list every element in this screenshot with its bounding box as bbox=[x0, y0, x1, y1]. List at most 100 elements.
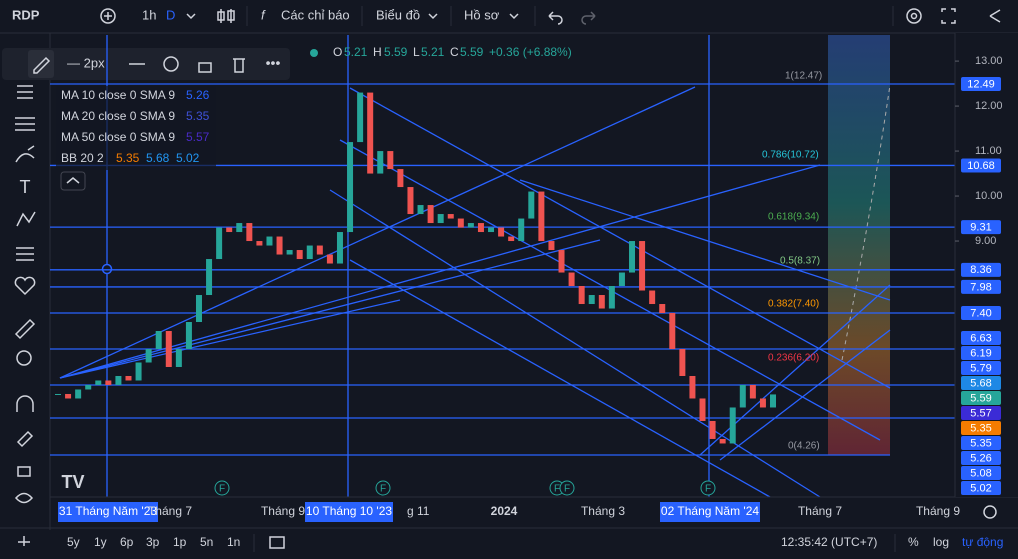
candle bbox=[618, 272, 625, 287]
ohlc-label: H bbox=[373, 45, 382, 59]
remove[interactable] bbox=[18, 536, 30, 546]
profile-button[interactable]: Hồ sơ bbox=[464, 7, 500, 22]
candle bbox=[498, 227, 505, 237]
candle bbox=[306, 245, 313, 260]
interval-type[interactable]: D bbox=[166, 7, 175, 22]
candle bbox=[467, 223, 474, 228]
event-icon[interactable] bbox=[559, 480, 575, 496]
range-button[interactable]: 1n bbox=[227, 535, 240, 549]
candle bbox=[125, 375, 132, 381]
ohlc-label: L bbox=[413, 45, 420, 59]
fib-label: 0.382(7.40) bbox=[768, 299, 819, 310]
ohlc-label: C bbox=[450, 45, 459, 59]
redo[interactable] bbox=[581, 11, 596, 25]
candle bbox=[175, 348, 182, 367]
auto-toggle[interactable]: tự động bbox=[962, 535, 1003, 549]
add-symbol[interactable] bbox=[100, 8, 116, 24]
candle bbox=[719, 438, 726, 444]
magnet[interactable] bbox=[16, 395, 34, 412]
range-button[interactable]: 3p bbox=[146, 535, 160, 549]
candle bbox=[447, 214, 454, 219]
ohlc-label: O bbox=[333, 45, 342, 59]
axis-settings[interactable] bbox=[983, 505, 997, 519]
favorites[interactable] bbox=[14, 276, 36, 296]
indicator-value: 5.35 bbox=[186, 109, 210, 123]
candle bbox=[336, 232, 343, 264]
candle bbox=[185, 322, 192, 349]
candle bbox=[427, 205, 434, 224]
risk-reward-zone bbox=[828, 35, 890, 455]
ruler[interactable] bbox=[14, 318, 36, 340]
fib-tool[interactable] bbox=[16, 247, 34, 261]
log-toggle[interactable]: log bbox=[933, 535, 949, 549]
candle bbox=[55, 393, 61, 395]
line-width[interactable]: — 2px bbox=[67, 55, 105, 70]
visibility[interactable] bbox=[14, 492, 34, 504]
candle bbox=[206, 259, 213, 296]
interval[interactable]: 1h bbox=[142, 7, 156, 22]
price-label: 5.35 bbox=[970, 422, 991, 434]
drawing-toolbar: — 2px ••• bbox=[2, 48, 290, 80]
indicator-name: MA 20 close 0 SMA 9 bbox=[61, 109, 175, 123]
events: F F F F F bbox=[214, 480, 716, 496]
fib-label: 0.5(8.37) bbox=[780, 256, 820, 267]
date-range[interactable] bbox=[269, 536, 285, 549]
trend-line bbox=[349, 259, 771, 498]
indicator-name: BB 20 2 bbox=[61, 151, 104, 165]
trend-line bbox=[349, 87, 891, 389]
indicators-button[interactable]: Các chỉ báo bbox=[281, 7, 350, 22]
lines-tool[interactable] bbox=[15, 117, 35, 131]
text-tool[interactable]: T bbox=[20, 177, 31, 197]
brush-tool[interactable] bbox=[15, 145, 35, 163]
fullscreen[interactable] bbox=[941, 8, 956, 24]
price-label-box bbox=[961, 158, 1001, 173]
price-label: 9.31 bbox=[970, 221, 991, 233]
candle bbox=[115, 375, 122, 385]
event-icon[interactable] bbox=[214, 480, 230, 496]
more[interactable]: ••• bbox=[266, 55, 281, 71]
lock[interactable] bbox=[198, 62, 212, 73]
lock[interactable] bbox=[17, 466, 31, 477]
event-icon[interactable] bbox=[700, 480, 716, 496]
pattern-tool[interactable] bbox=[16, 211, 36, 227]
ohlc-change: +0.36 (+6.88%) bbox=[489, 45, 572, 59]
anchor-point[interactable] bbox=[101, 263, 113, 275]
candle bbox=[437, 214, 444, 224]
range-button[interactable]: 1y bbox=[94, 535, 107, 549]
zoom[interactable] bbox=[16, 350, 32, 366]
collapse-button[interactable] bbox=[60, 171, 86, 191]
undo[interactable] bbox=[548, 11, 563, 25]
settings[interactable] bbox=[906, 8, 922, 24]
share[interactable] bbox=[989, 9, 1001, 23]
candle bbox=[296, 250, 303, 260]
delete[interactable] bbox=[233, 58, 245, 73]
range-button[interactable]: 5n bbox=[200, 535, 213, 549]
candle bbox=[85, 384, 92, 390]
chevron[interactable] bbox=[428, 13, 438, 20]
range-button[interactable]: 6p bbox=[120, 535, 134, 549]
y-tick-label: 13.00 bbox=[975, 55, 1003, 67]
candle bbox=[538, 191, 545, 242]
pencil[interactable] bbox=[33, 56, 51, 74]
trend-line bbox=[719, 329, 891, 461]
price-label-box bbox=[961, 346, 1001, 360]
time-label: 10 Tháng 10 '23 bbox=[306, 504, 392, 518]
candle bbox=[135, 362, 142, 381]
indicator-value: 5.02 bbox=[176, 151, 200, 165]
range-button[interactable]: 5y bbox=[67, 535, 80, 549]
price-label-box bbox=[961, 262, 1001, 277]
crosshair-tool[interactable] bbox=[17, 85, 33, 99]
trend-line bbox=[59, 86, 696, 379]
layout-button[interactable]: Biểu đồ bbox=[376, 7, 420, 22]
event-icon[interactable] bbox=[375, 480, 391, 496]
lock-draw[interactable] bbox=[16, 430, 34, 448]
chart-style[interactable] bbox=[217, 9, 235, 23]
chevron[interactable] bbox=[509, 13, 519, 20]
chevron[interactable] bbox=[186, 13, 196, 20]
y-tick-label: 10.00 bbox=[975, 190, 1003, 202]
percent-toggle[interactable]: % bbox=[908, 535, 919, 549]
symbol[interactable]: RDP bbox=[12, 7, 40, 22]
range-button[interactable]: 1p bbox=[173, 535, 187, 549]
settings[interactable] bbox=[163, 56, 179, 72]
